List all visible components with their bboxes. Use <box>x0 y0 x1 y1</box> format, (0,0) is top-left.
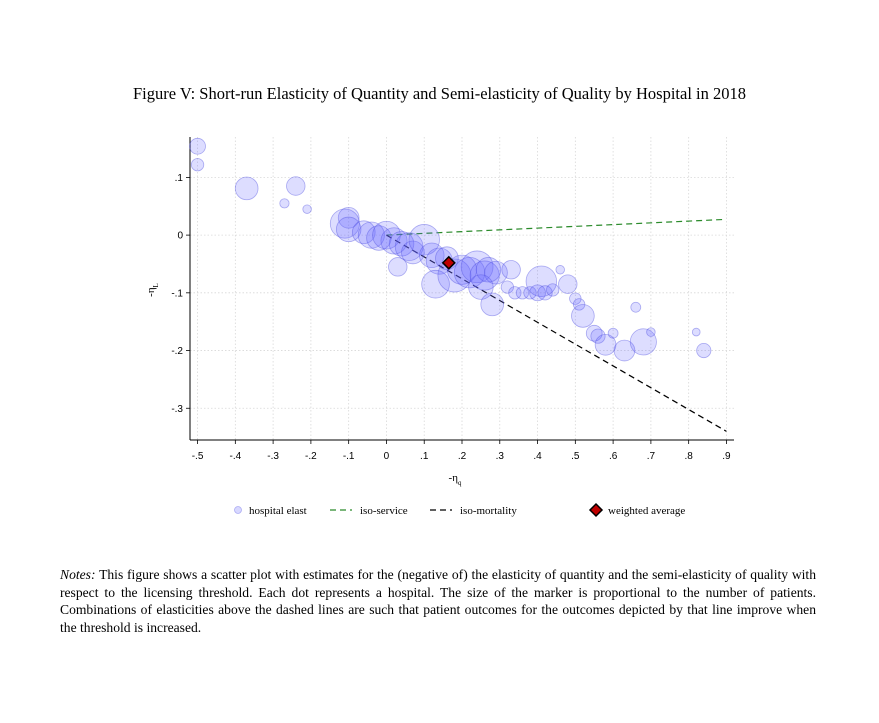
hospital-point <box>480 292 505 317</box>
hospital-point <box>508 286 522 300</box>
x-tick-label: .9 <box>722 451 731 462</box>
x-tick-label: -.3 <box>267 451 279 462</box>
legend-label: weighted average <box>608 505 685 517</box>
x-tick-label: .2 <box>458 451 467 462</box>
hospital-point <box>234 176 259 201</box>
hospital-point <box>572 298 586 311</box>
hospital-point <box>691 327 701 337</box>
hospital-point <box>537 285 553 301</box>
x-axis-label: -ηq <box>449 472 462 487</box>
data-points <box>189 137 712 362</box>
hospital-point <box>302 204 312 214</box>
tick-labels: -.5 -.4 -.3 -.2 -.1 0 .1 .2 .3 .4 .5 .6 .7 .8 .9 .1 0 -.1… <box>171 173 731 462</box>
legend-key-points <box>234 506 242 514</box>
hospital-point <box>335 216 362 243</box>
hospital-point <box>546 283 560 297</box>
y-axis-label-group: -ηL <box>145 283 160 297</box>
hospital-point <box>351 220 376 245</box>
figure-title: Figure V: Short-run Elasticity of Quanti… <box>132 84 746 103</box>
x-axis-label-group: -ηq <box>449 472 462 487</box>
hospital-point <box>189 137 206 155</box>
x-tick-label: -.4 <box>229 451 241 462</box>
y-tick-label: -.1 <box>171 288 183 299</box>
hospital-point <box>515 286 530 300</box>
hospital-point <box>380 227 408 255</box>
hospital-point <box>190 158 205 172</box>
reference-lines <box>386 218 727 432</box>
hospital-point <box>337 207 360 229</box>
hospital-point <box>523 286 537 300</box>
hospital-point <box>286 176 306 196</box>
hospital-point <box>388 231 415 257</box>
scatter-chart: hospital elast iso-service iso-mortality we… <box>145 137 734 518</box>
hospital-point <box>555 265 565 275</box>
x-tick-label: -.1 <box>343 451 355 462</box>
y-axis-label: -ηL <box>145 283 160 297</box>
hospital-point <box>525 265 558 297</box>
legend-label: iso-mortality <box>460 505 517 517</box>
y-tick-label: 0 <box>177 231 183 242</box>
hospital-point <box>329 208 360 239</box>
hospital-point <box>372 220 401 250</box>
hospital-point <box>613 339 636 362</box>
x-tick-label: .8 <box>684 451 693 462</box>
hospital-point <box>501 260 521 280</box>
legend-key-weighted-average <box>588 502 604 518</box>
y-tick-label: .1 <box>175 173 184 184</box>
x-tick-label: -.2 <box>305 451 317 462</box>
x-tick-label: .6 <box>609 451 618 462</box>
hospital-point <box>279 198 290 209</box>
hospital-point <box>388 257 408 277</box>
x-tick-label: 0 <box>384 451 390 462</box>
hospital-point <box>421 269 450 299</box>
x-tick-label: .7 <box>647 451 656 462</box>
hospital-point <box>696 342 712 359</box>
hospital-point <box>468 274 494 300</box>
x-tick-label: .3 <box>496 451 505 462</box>
hospital-point <box>646 327 656 337</box>
hospital-point <box>585 324 603 342</box>
y-tick-label: -.2 <box>171 346 183 357</box>
legend-label: hospital elast <box>249 505 307 517</box>
hospital-point <box>408 224 440 256</box>
hospital-point <box>357 221 385 249</box>
hospital-point <box>475 257 502 283</box>
hospital-point <box>558 274 578 294</box>
hospital-point <box>500 280 514 294</box>
legend: hospital elast iso-service iso-mortality we… <box>234 502 685 518</box>
hospital-point <box>401 240 425 265</box>
notes-text: This figure shows a scatter plot with es… <box>60 567 817 635</box>
axes <box>186 137 734 444</box>
iso-service-line <box>386 218 723 236</box>
y-tick-label: -.3 <box>171 404 183 415</box>
grid-lines <box>190 137 734 440</box>
hospital-point <box>590 328 606 344</box>
hospital-point <box>419 242 445 269</box>
x-tick-label: -.5 <box>192 451 204 462</box>
figure-notes: Notes: This figure shows a scatter plot … <box>60 566 816 636</box>
weighted-average-group <box>441 255 456 270</box>
hospital-point <box>571 304 595 328</box>
iso-mortality-line <box>386 234 727 432</box>
hospital-point <box>453 256 486 289</box>
x-tick-label: .1 <box>420 451 429 462</box>
hospital-point <box>594 333 617 356</box>
hospital-point <box>630 301 642 313</box>
hospital-point <box>484 260 508 285</box>
x-tick-label: .5 <box>571 451 580 462</box>
hospital-point <box>366 225 392 251</box>
hospital-point <box>629 328 657 356</box>
hospital-point <box>569 292 582 305</box>
hospital-point <box>529 284 546 302</box>
hospital-point <box>460 250 494 284</box>
legend-label: iso-service <box>360 505 408 517</box>
notes-label: Notes: <box>60 567 96 582</box>
x-tick-label: .4 <box>533 451 542 462</box>
weighted-average-marker <box>441 255 456 270</box>
hospital-point <box>469 260 500 291</box>
hospital-point <box>394 232 424 261</box>
hospital-point <box>607 327 619 339</box>
